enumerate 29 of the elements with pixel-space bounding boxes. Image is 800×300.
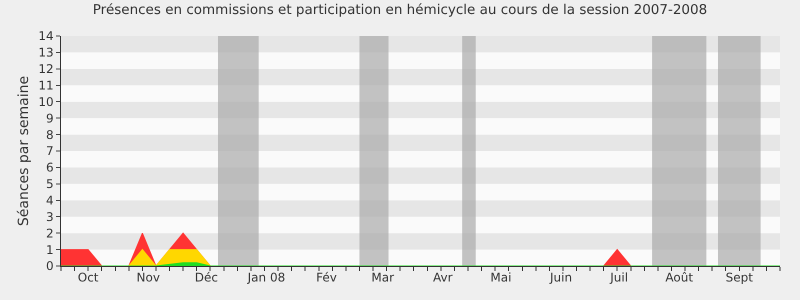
y-tick-label: 8 <box>46 128 54 142</box>
x-tick-label: Avr <box>433 270 453 284</box>
y-axis-title: Séances par semaine <box>16 76 32 226</box>
y-tick-label: 14 <box>38 29 54 44</box>
y-tick-label: 1 <box>46 242 54 257</box>
y-tick-label: 9 <box>46 111 54 126</box>
y-tick-label: 2 <box>46 226 54 240</box>
x-tick-label: Mai <box>490 270 512 284</box>
x-tick-label: Juin <box>548 270 572 284</box>
x-tick-label: Oct <box>78 270 99 284</box>
chart-title: Présences en commissions et participation en hémicycle au cours de la session 2007-2008 <box>92 2 708 18</box>
y-tick-label: 10 <box>38 94 54 109</box>
y-tick-label: 3 <box>46 210 54 224</box>
x-tick-label: Déc <box>194 270 218 284</box>
y-tick-label: 12 <box>38 62 54 76</box>
y-tick-label: 4 <box>46 193 54 208</box>
y-tick-label: 6 <box>46 160 54 175</box>
x-tick-label: Nov <box>136 270 160 284</box>
y-tick-label: 13 <box>38 46 54 60</box>
x-tick-label: Jan 08 <box>246 270 286 284</box>
x-tick-label: Sept <box>726 270 754 284</box>
x-tick-label: Juil <box>609 270 628 284</box>
y-tick-label: 0 <box>46 259 54 274</box>
y-tick-label: 7 <box>46 144 54 158</box>
y-tick-label: 5 <box>46 177 54 192</box>
y-tick-label: 11 <box>38 78 54 92</box>
x-tick-label: Fév <box>316 270 337 284</box>
x-tick-label: Mar <box>371 270 394 284</box>
x-tick-label: Août <box>665 270 694 284</box>
